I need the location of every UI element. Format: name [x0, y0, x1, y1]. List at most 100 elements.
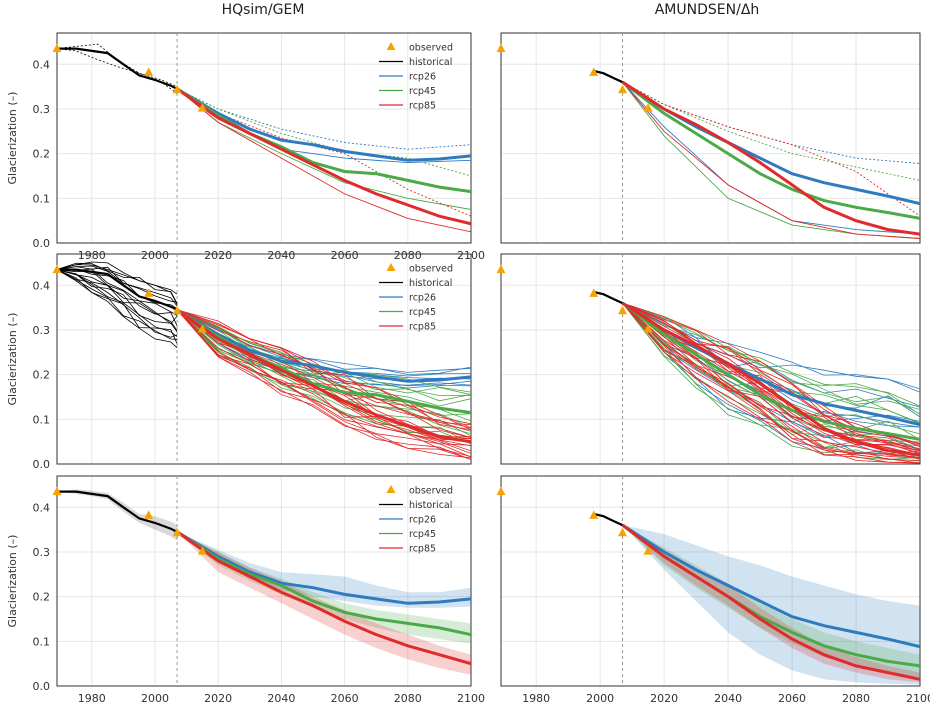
x-tick-label: 2000 [586, 692, 614, 704]
y-tick-label: 0.3 [33, 546, 51, 559]
rcp45-member-line [622, 302, 920, 415]
observed-marker [197, 324, 207, 333]
axes-frame [56, 475, 472, 687]
historical-member-line [57, 261, 178, 295]
column-title-left: HQsim/GEM [221, 2, 305, 18]
rcp45-member-line [176, 309, 471, 402]
rcp85-mean-line [621, 80, 920, 236]
rcp45-member-line [622, 302, 920, 407]
legend-observed-label: observed [409, 486, 453, 497]
panel-row3-right: 1980 2000 2020 2040 2060 2080 2100 [496, 475, 930, 704]
observed-marker [496, 486, 506, 496]
rcp45-member-line [622, 81, 920, 181]
historical-member-line [57, 266, 178, 307]
x-tick-label: 2100 [906, 692, 930, 704]
x-tick-label: 2040 [714, 692, 742, 704]
historical-member-line [57, 269, 178, 344]
rcp85-member-line [176, 309, 471, 460]
rcp85-member-line [622, 302, 920, 452]
rcp45-member-line [622, 81, 920, 239]
y-tick-label: 0.4 [33, 58, 51, 71]
historical-member-line [57, 269, 178, 338]
rcp85-band [177, 531, 471, 675]
rcp85-member-line [622, 81, 920, 217]
rcp26-mean-line [621, 80, 920, 206]
rcp85-member-line [176, 309, 471, 454]
observed-marker [643, 546, 653, 555]
x-tick-label: 2000 [141, 692, 169, 704]
observed-marker [589, 288, 599, 297]
rcp45-band [622, 525, 920, 678]
rcp45-band [177, 531, 471, 644]
x-tick-label: 2100 [457, 692, 485, 704]
x-tick-label: 2020 [650, 692, 678, 704]
historical-band [57, 489, 178, 541]
legend-rcp26-label: rcp26 [409, 515, 436, 526]
plot-area [593, 33, 920, 243]
rcp85-member-line [176, 309, 471, 425]
observed-marker [496, 43, 506, 53]
rcp26-mean-line [176, 87, 471, 162]
y-tick-label: 0.2 [33, 148, 51, 161]
legend-observed-marker [386, 485, 396, 493]
observed-marker [618, 305, 628, 315]
rcp85-member-line [176, 309, 471, 457]
rcp85-member-line [622, 302, 920, 459]
plot-area [593, 254, 920, 464]
plot-area [57, 476, 471, 686]
observed-marker [52, 43, 62, 53]
y-tick-label: 0.4 [33, 279, 51, 292]
rcp85-member-line [622, 302, 920, 459]
observed-marker [144, 67, 154, 76]
rcp85-mean-line [621, 523, 920, 681]
y-tick-label: 0.0 [33, 680, 51, 693]
rcp85-member-line [622, 302, 920, 459]
x-tick-label: 1980 [522, 692, 550, 704]
rcp85-member-line [622, 302, 920, 460]
x-tick-label: 2060 [331, 692, 359, 704]
y-tick-label: 0.4 [33, 501, 51, 514]
historical-member-line [57, 269, 178, 325]
y-tick-label: 0.0 [33, 458, 51, 471]
historical-line [57, 47, 178, 90]
observed-marker [52, 264, 62, 274]
panel-row2-left: 0.0 0.1 0.2 0.3 0.4 Glacierization (–) observe… [6, 253, 472, 471]
panel-row3-left: 0.0 0.1 0.2 0.3 0.4 1980 2000 2020 2040 2060 2080 2… [6, 475, 485, 704]
observed-marker [172, 84, 182, 94]
observed-marker [144, 288, 154, 297]
plot-area [57, 33, 471, 243]
historical-line [593, 512, 623, 527]
plot-area [593, 476, 920, 686]
rcp26-mean-line [176, 530, 471, 605]
rcp85-member-line [622, 302, 920, 463]
legend-observed-marker [386, 42, 396, 50]
historical-line [57, 268, 178, 311]
y-tick-label: 0.3 [33, 103, 51, 116]
legend-rcp26-label: rcp26 [409, 72, 436, 83]
axes-frame [56, 253, 472, 465]
rcp85-member-line [176, 88, 471, 233]
rcp26-mean-line [176, 308, 471, 383]
legend-historical-label: historical [409, 278, 452, 289]
rcp85-member-line [176, 309, 471, 426]
axes-frame [500, 475, 921, 687]
rcp45-mean-line [621, 80, 920, 220]
rcp26-member-line [176, 309, 471, 386]
observed-marker [144, 510, 154, 519]
rcp85-mean-line [621, 301, 920, 457]
y-tick-label: 0.1 [33, 192, 51, 205]
x-tick-label: 2080 [842, 692, 870, 704]
rcp85-mean-line [176, 530, 471, 666]
axes-frame [56, 32, 472, 244]
historical-line [593, 69, 623, 84]
observed-marker [618, 527, 628, 537]
legend-rcp45-label: rcp45 [409, 86, 436, 97]
y-tick-label: 0.1 [33, 413, 51, 426]
rcp26-mean-line [621, 301, 920, 427]
legend-historical-label: historical [409, 500, 452, 511]
historical-line [593, 290, 623, 305]
observed-marker [197, 103, 207, 112]
legend-rcp45-label: rcp45 [409, 529, 436, 540]
historical-member-line [57, 262, 178, 304]
